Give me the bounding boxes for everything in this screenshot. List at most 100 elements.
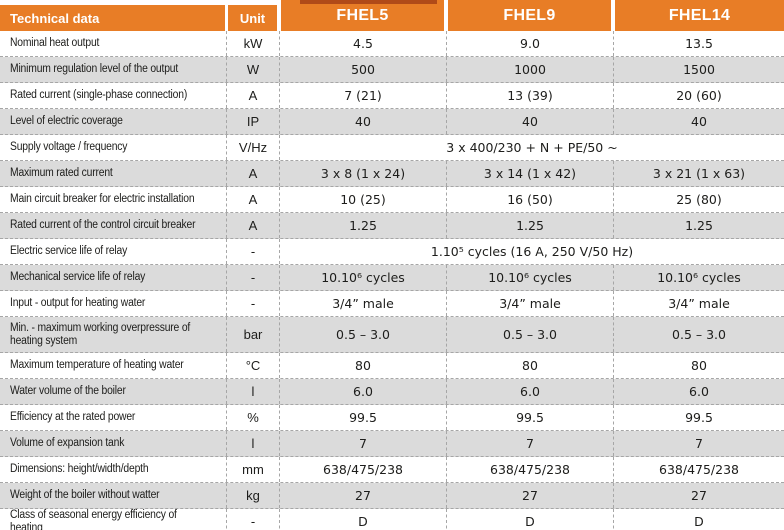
table-row: Min. - maximum working overpressure of h… bbox=[0, 317, 784, 353]
row-value-fhel9: 27 bbox=[446, 483, 613, 508]
row-unit: - bbox=[226, 265, 279, 290]
row-value-fhel14: 3 x 21 (1 x 63) bbox=[613, 161, 784, 186]
row-unit: kg bbox=[226, 483, 279, 508]
header-technical-data: Technical data bbox=[0, 5, 225, 31]
row-value-fhel9: 1000 bbox=[446, 57, 613, 82]
row-value-fhel5: 3 x 8 (1 x 24) bbox=[279, 161, 446, 186]
row-value-fhel9: 40 bbox=[446, 109, 613, 134]
row-label-text: Weight of the boiler without watter bbox=[10, 489, 160, 502]
row-label-text: Maximum rated current bbox=[10, 167, 113, 180]
row-label-text: Mechanical service life of relay bbox=[10, 271, 146, 284]
row-value-fhel9: 80 bbox=[446, 353, 613, 378]
selected-tab-strip bbox=[300, 0, 437, 4]
row-unit: - bbox=[226, 239, 279, 264]
row-value-fhel5: 7 bbox=[279, 431, 446, 456]
row-value-fhel9: 638/475/238 bbox=[446, 457, 613, 482]
row-unit: l bbox=[226, 431, 279, 456]
row-value-fhel9: 99.5 bbox=[446, 405, 613, 430]
table-row: Rated current (single-phase connection) A… bbox=[0, 83, 784, 109]
row-value-fhel14: 0.5 – 3.0 bbox=[613, 317, 784, 352]
table-row: Efficiency at the rated power% 99.5 99.5 99… bbox=[0, 405, 784, 431]
table-body: Nominal heat output kW 4.5 9.0 13.5 Minimum r… bbox=[0, 31, 784, 530]
header-model-label: FHEL14 bbox=[668, 6, 731, 24]
table-row: Rated current of the control circuit bre… bbox=[0, 213, 784, 239]
row-label: Weight of the boiler without watter bbox=[0, 483, 226, 508]
row-label: Dimensions: height/width/depth bbox=[0, 457, 226, 482]
row-value-fhel9: 13 (39) bbox=[446, 83, 613, 108]
row-value-fhel9: 10.10⁶ cycles bbox=[446, 265, 613, 290]
row-label: Electric service life of relay bbox=[0, 239, 226, 264]
row-label-text: Maximum temperature of heating water bbox=[10, 359, 184, 372]
row-value-fhel14: 1.25 bbox=[613, 213, 784, 238]
row-value-fhel14: 40 bbox=[613, 109, 784, 134]
header-gap bbox=[444, 0, 448, 31]
row-label-text: Dimensions: height/width/depth bbox=[10, 463, 149, 476]
table-row: Nominal heat output kW 4.5 9.0 13.5 bbox=[0, 31, 784, 57]
row-value-fhel5: 1.25 bbox=[279, 213, 446, 238]
row-value-fhel5: 99.5 bbox=[279, 405, 446, 430]
row-value-fhel14: 25 (80) bbox=[613, 187, 784, 212]
row-label-text: Electric service life of relay bbox=[10, 245, 128, 258]
header-model-fhel14: FHEL14 bbox=[615, 0, 784, 31]
row-value-fhel14: 13.5 bbox=[613, 31, 784, 56]
header-gap bbox=[277, 0, 281, 31]
table-row: Supply voltage / frequency V/Hz 3 x 400/23… bbox=[0, 135, 784, 161]
row-value-fhel5: 80 bbox=[279, 353, 446, 378]
table-row: Level of electric coverage IP 40 40 40 bbox=[0, 109, 784, 135]
row-value-fhel9: 9.0 bbox=[446, 31, 613, 56]
row-value-fhel14: 7 bbox=[613, 431, 784, 456]
row-label: Volume of expansion tank bbox=[0, 431, 226, 456]
table-row: Maximum temperature of heating water °C 80… bbox=[0, 353, 784, 379]
row-value-fhel9: 1.25 bbox=[446, 213, 613, 238]
row-unit: A bbox=[226, 83, 279, 108]
table-row: Electric service life of relay -1.10⁵ cyc… bbox=[0, 239, 784, 265]
row-value-fhel5: 0.5 – 3.0 bbox=[279, 317, 446, 352]
row-value-fhel14: 3/4” male bbox=[613, 291, 784, 316]
row-unit: W bbox=[226, 57, 279, 82]
row-value-fhel9: 16 (50) bbox=[446, 187, 613, 212]
row-value-fhel14: 99.5 bbox=[613, 405, 784, 430]
row-label: Efficiency at the rated power bbox=[0, 405, 226, 430]
row-label-text: Main circuit breaker for electric instal… bbox=[10, 193, 195, 206]
row-unit: - bbox=[226, 509, 279, 530]
row-value-fhel5: D bbox=[279, 509, 446, 530]
row-label-text: Efficiency at the rated power bbox=[10, 411, 136, 424]
table-row: Maximum rated current A 3 x 8 (1 x 24) 3 x … bbox=[0, 161, 784, 187]
table-row: Main circuit breaker for electric instal… bbox=[0, 187, 784, 213]
row-label-text: Water volume of the boiler bbox=[10, 385, 126, 398]
row-value-fhel14: 10.10⁶ cycles bbox=[613, 265, 784, 290]
row-value-fhel14: 6.0 bbox=[613, 379, 784, 404]
table-row: Mechanical service life of relay -10.10⁶ … bbox=[0, 265, 784, 291]
row-label-text: Class of seasonal energy efficiency of h… bbox=[10, 509, 177, 530]
row-value-all-models: 3 x 400/230 + N + PE/50 ~ bbox=[279, 135, 784, 160]
row-label: Maximum temperature of heating water bbox=[0, 353, 226, 378]
row-label: Min. - maximum working overpressure of h… bbox=[0, 317, 226, 352]
row-value-fhel9: 0.5 – 3.0 bbox=[446, 317, 613, 352]
row-label: Supply voltage / frequency bbox=[0, 135, 226, 160]
row-unit: V/Hz bbox=[226, 135, 279, 160]
row-unit: mm bbox=[226, 457, 279, 482]
row-unit: A bbox=[226, 161, 279, 186]
row-label: Minimum regulation level of the output bbox=[0, 57, 226, 82]
row-value-fhel14: 638/475/238 bbox=[613, 457, 784, 482]
row-label: Nominal heat output bbox=[0, 31, 226, 56]
row-unit: - bbox=[226, 291, 279, 316]
row-value-fhel5: 10.10⁶ cycles bbox=[279, 265, 446, 290]
row-unit: °C bbox=[226, 353, 279, 378]
row-unit: % bbox=[226, 405, 279, 430]
header-gap bbox=[225, 0, 228, 31]
row-label: Input - output for heating water bbox=[0, 291, 226, 316]
row-unit: l bbox=[226, 379, 279, 404]
row-value-all-models: 1.10⁵ cycles (16 A, 250 V/50 Hz) bbox=[279, 239, 784, 264]
row-label: Mechanical service life of relay bbox=[0, 265, 226, 290]
table-header-row: Technical data Unit FHEL5 FHEL9 FHEL14 bbox=[0, 0, 784, 31]
table-row: Input - output for heating water - 3/4” ma… bbox=[0, 291, 784, 317]
row-value-fhel9: D bbox=[446, 509, 613, 530]
header-unit: Unit bbox=[228, 5, 277, 31]
row-label: Water volume of the boiler bbox=[0, 379, 226, 404]
row-unit: A bbox=[226, 213, 279, 238]
row-value-fhel9: 3/4” male bbox=[446, 291, 613, 316]
row-unit: bar bbox=[226, 317, 279, 352]
header-model-label: FHEL9 bbox=[503, 6, 556, 24]
row-value-fhel9: 6.0 bbox=[446, 379, 613, 404]
